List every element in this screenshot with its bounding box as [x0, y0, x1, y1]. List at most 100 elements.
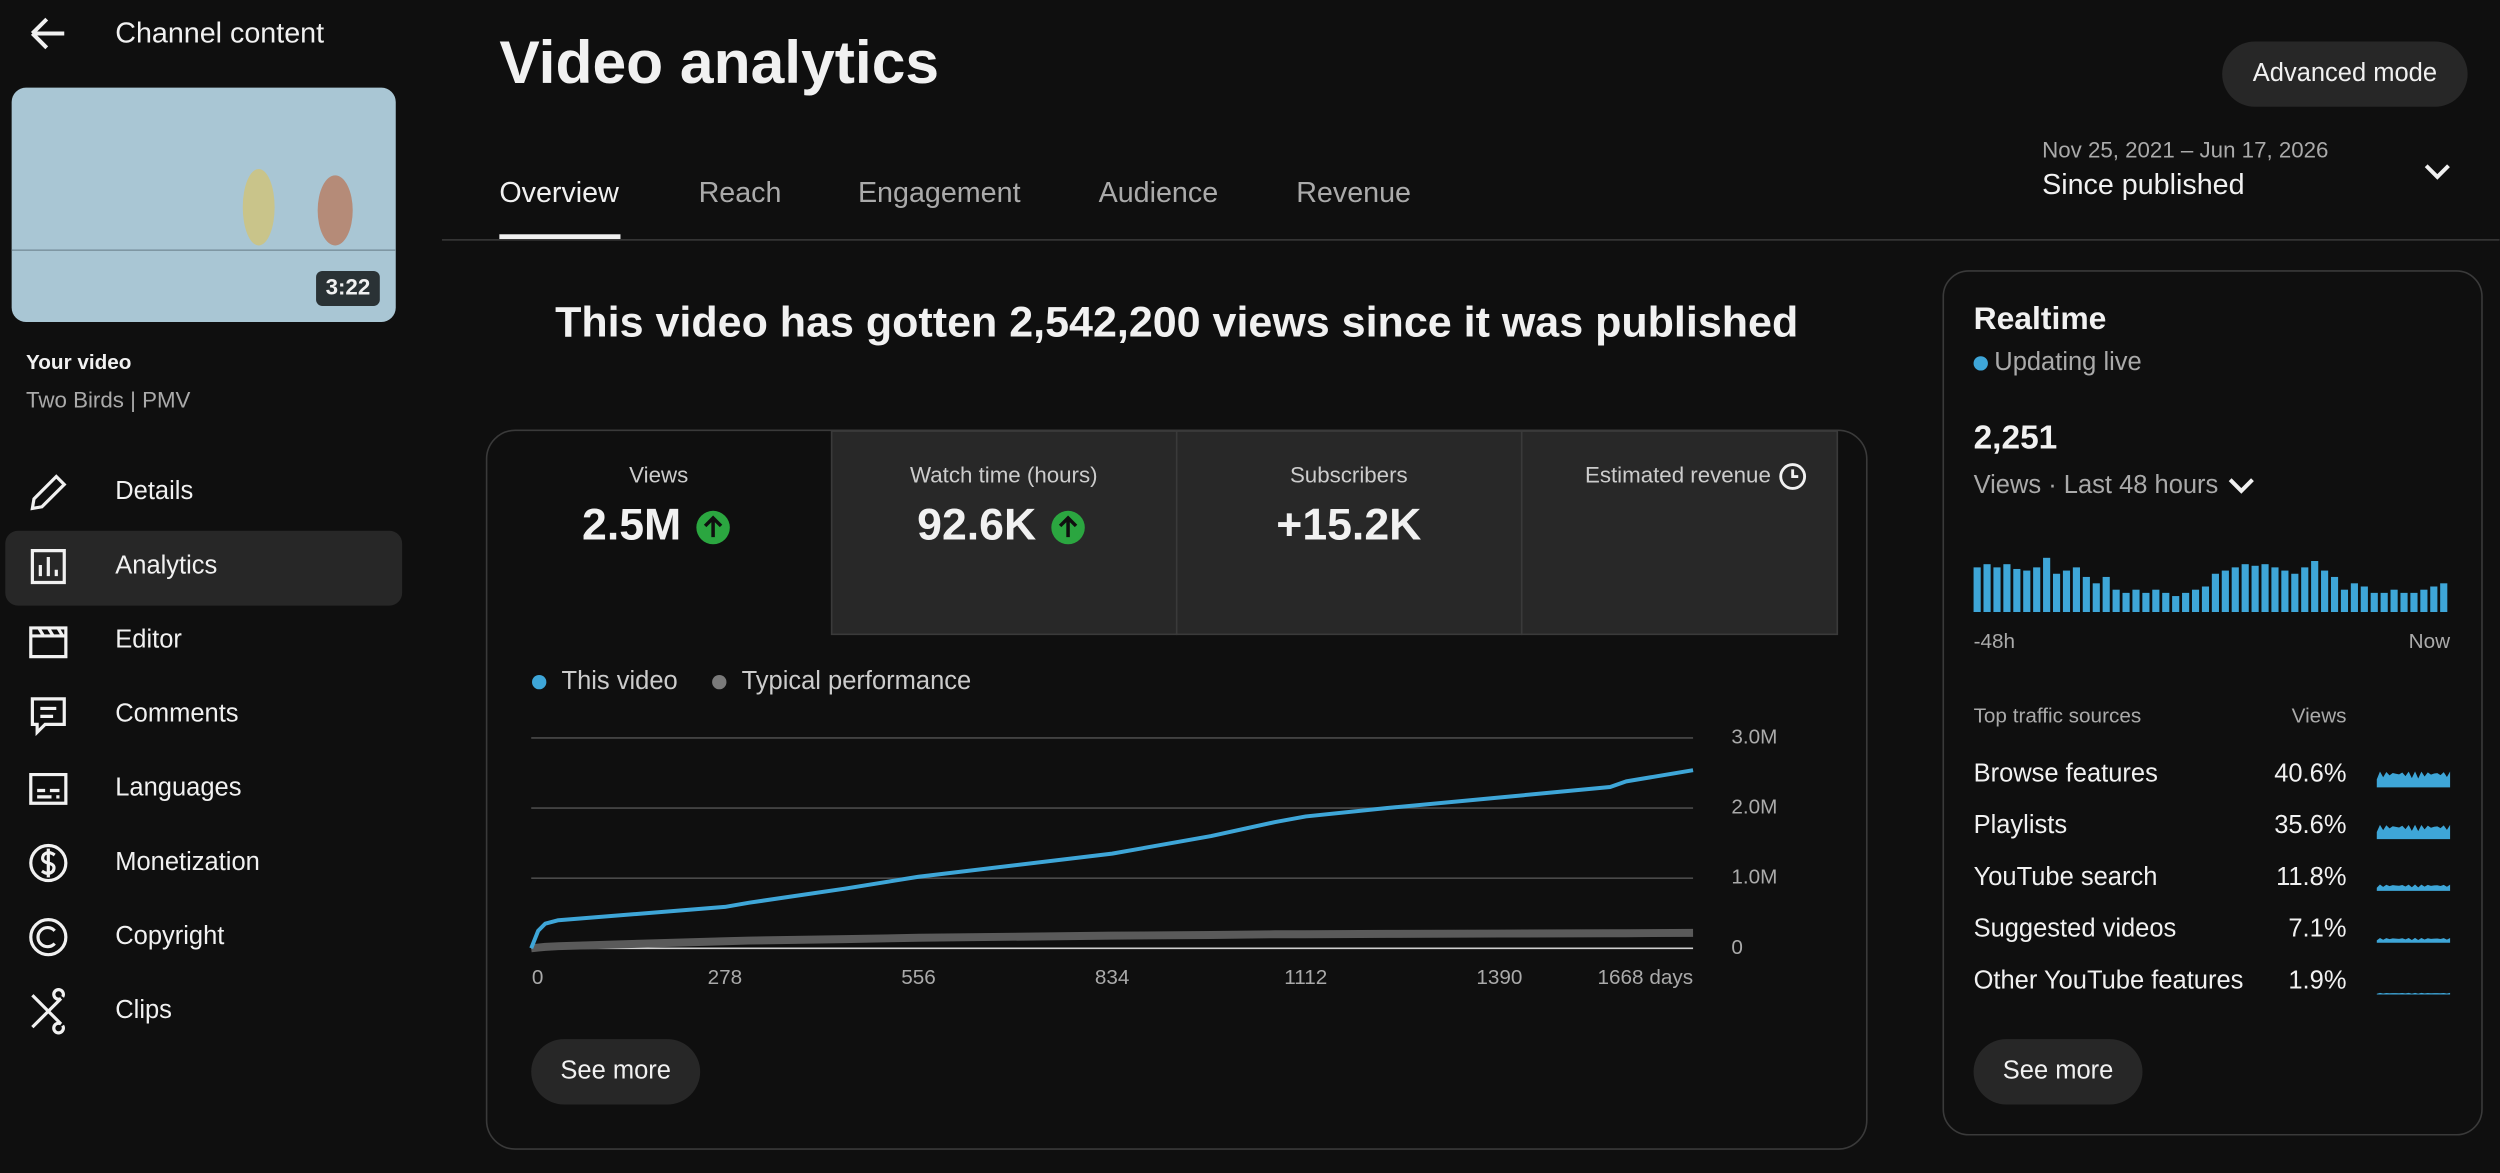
source-name: Suggested videos [1974, 915, 2177, 943]
realtime-count: 2,251 [1974, 420, 2058, 457]
x-tick-label: 278 [708, 966, 743, 989]
realtime-bar [2301, 567, 2309, 612]
thumbnail[interactable] [11, 87, 396, 322]
metric-value: 2.5M [582, 500, 681, 549]
realtime-bar [2052, 573, 2061, 612]
see-more-label: See more [560, 1057, 671, 1085]
realtime-bar [2251, 565, 2259, 612]
realtime-bar [2311, 561, 2319, 612]
realtime-bar [2201, 586, 2210, 612]
realtime-period[interactable]: Views · Last 48 hours [1974, 471, 2219, 499]
period-dropdown[interactable] [2228, 478, 2254, 494]
nav-icon [30, 474, 67, 511]
realtime-bar [2291, 573, 2299, 612]
metrics: Views 2.5M Watch time (hours) 92.6K Subscrib… [582, 430, 1839, 636]
y-tick-label: 2.0M [1731, 796, 1777, 819]
realtime-see-more-button[interactable] [1973, 1039, 2143, 1105]
realtime-bar [2241, 564, 2249, 612]
metric-tile[interactable] [830, 430, 1178, 636]
realtime-bar [2003, 564, 2011, 612]
source-name: YouTube search [1974, 863, 2158, 891]
tab[interactable]: Revenue [1296, 177, 1411, 209]
video-duration: 3:22 [326, 274, 371, 299]
realtime-bar [2410, 592, 2418, 612]
nav-item[interactable]: Details [115, 477, 193, 505]
source-name: Browse features [1974, 759, 2158, 787]
y-tick-label: 3.0M [1731, 725, 1777, 748]
tab-underline [499, 234, 621, 240]
y-tick-label: 0 [1731, 936, 1743, 959]
realtime-status: Updating live [1994, 348, 2141, 376]
realtime-bar [2122, 592, 2130, 612]
source-name: Playlists [1974, 811, 2068, 839]
realtime-bar [2132, 589, 2140, 612]
realtime-bar [2281, 570, 2289, 612]
source-percent: 40.6% [2274, 759, 2346, 787]
nav-item[interactable]: Clips [115, 996, 172, 1024]
nav-icon [29, 626, 68, 659]
tab[interactable]: Engagement [858, 177, 1021, 209]
clock-icon [1779, 463, 1807, 490]
nav-icon [31, 988, 65, 1035]
y-tick-label: 1.0M [1731, 866, 1777, 889]
source-percent: 35.6% [2274, 811, 2346, 839]
tabs: Overview Reach Engagement Audience Revenue [499, 177, 1411, 209]
realtime-bar [2321, 570, 2329, 612]
realtime-bar [2340, 589, 2349, 612]
video-title: Two Birds | PMV [26, 388, 191, 413]
trend-up-arrow [703, 515, 723, 538]
realtime-bars [1973, 557, 2448, 612]
realtime-title: Realtime [1974, 300, 2107, 336]
nav-item[interactable]: Languages [115, 774, 241, 802]
nav-item[interactable]: Editor [115, 625, 182, 653]
realtime-bar [2072, 567, 2080, 612]
realtime-bar [1993, 567, 2001, 612]
see-more-button[interactable] [531, 1039, 701, 1105]
legend-dot [712, 674, 727, 690]
tab[interactable]: Reach [699, 177, 782, 209]
advanced-mode-button[interactable] [2222, 41, 2468, 107]
nav-item[interactable]: Monetization [115, 848, 260, 876]
realtime-bar [1973, 567, 1981, 612]
metric-label: Estimated revenue [1585, 462, 1771, 487]
live-dot [1973, 356, 1988, 371]
realtime-bar [2221, 570, 2229, 612]
sources-title: Top traffic sources [1974, 705, 2142, 728]
nav-item[interactable]: Comments [115, 700, 238, 728]
bars-start-label: -48h [1974, 630, 2015, 653]
nav-icon [29, 843, 68, 883]
source-name: Other YouTube features [1974, 966, 2244, 994]
date-period[interactable]: Since published [2042, 169, 2244, 201]
realtime-bar [2182, 592, 2190, 612]
metric-label: Watch time (hours) [910, 462, 1098, 487]
sources-column: Views [2292, 705, 2347, 728]
realtime-bar [2092, 583, 2100, 612]
back-button[interactable] [30, 17, 65, 50]
date-dropdown[interactable] [2424, 164, 2450, 180]
realtime-bar [2172, 596, 2180, 612]
realtime-bar [1983, 564, 1991, 612]
nav-item[interactable]: Analytics [115, 551, 217, 579]
realtime-bar [2330, 576, 2339, 612]
chart: 0 1.0M 2.0M 3.0M 0 278 556 834 1112 1390 1668 days… [529, 667, 1777, 989]
source-sparkline [2376, 992, 2451, 995]
realtime-bar [2350, 583, 2358, 612]
x-tick-label: 1390 [1476, 966, 1522, 989]
tab[interactable]: Audience [1099, 177, 1219, 209]
metric-tile[interactable] [1520, 430, 1839, 636]
metric-label: Views [629, 462, 688, 487]
advanced-mode-label: Advanced mode [2253, 59, 2437, 87]
trend-up-arrow [1058, 515, 1078, 538]
realtime-bar [2082, 576, 2090, 612]
clock-hands [1791, 469, 1799, 478]
nav-item[interactable]: Copyright [115, 922, 224, 950]
x-tick-label: 834 [1095, 966, 1130, 989]
tab[interactable]: Overview [499, 177, 619, 209]
realtime-bar [2430, 586, 2438, 612]
nav: Details Analytics Editor Comments Languages M… [29, 474, 260, 1035]
realtime-bar [2162, 592, 2170, 612]
source-sparkline [2376, 937, 2451, 943]
realtime-bar [2360, 586, 2368, 612]
realtime-bar [2390, 589, 2398, 612]
realtime-bar [2380, 592, 2388, 612]
